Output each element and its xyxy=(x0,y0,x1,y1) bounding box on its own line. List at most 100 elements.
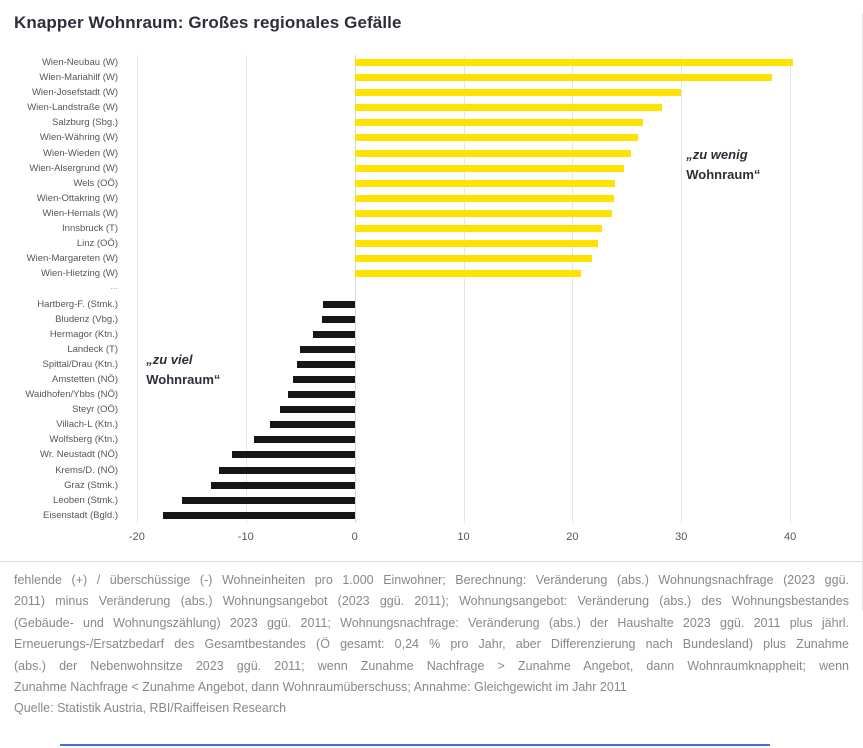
row-label: Graz (Stmk.) xyxy=(64,479,118,491)
bar-track xyxy=(126,221,801,236)
row-label: Amstetten (NÖ) xyxy=(52,373,118,385)
bar-track xyxy=(126,312,801,327)
x-tick-label: 10 xyxy=(457,530,470,543)
bar-track xyxy=(126,342,801,357)
footnote: fehlende (+) / überschüssige (-) Wohnein… xyxy=(14,570,849,698)
bar-track xyxy=(126,206,801,221)
gridline xyxy=(463,55,465,523)
footnote-line: Zunahme Nachfrage < Zunahme Angebot, dan… xyxy=(14,679,627,694)
footnote-line: fehlende (+) / überschüssige (-) Wohnein… xyxy=(14,572,849,587)
bar-track xyxy=(126,297,801,312)
bar-track xyxy=(126,55,801,70)
gridline xyxy=(790,55,792,523)
row-label: Wien-Landstraße (W) xyxy=(27,102,118,114)
source-line: Quelle: Statistik Austria, RBI/Raiffeise… xyxy=(14,701,287,716)
bar-track xyxy=(126,357,801,372)
row-label: Krems/D. (NÖ) xyxy=(55,464,118,476)
bar-positive xyxy=(354,59,794,66)
bar-negative xyxy=(163,511,355,519)
bar-track xyxy=(126,236,801,251)
annotation-too-much-housing: „zu viel Wohnraum“ xyxy=(146,350,220,390)
x-tick-label: 0 xyxy=(351,530,358,543)
bar-positive xyxy=(354,270,582,278)
bar-track xyxy=(126,447,801,462)
gridline xyxy=(136,55,138,523)
bar-negative xyxy=(269,421,355,429)
bar-negative xyxy=(288,391,355,399)
bar-negative xyxy=(279,406,355,414)
bar-negative xyxy=(292,375,355,383)
bar-track xyxy=(126,70,801,85)
footnote-line: Erneuerungs-/Ersatzbedarf des Gesamtbest… xyxy=(14,637,849,652)
row-label: Bludenz (Vbg.) xyxy=(55,313,118,325)
bar-track xyxy=(126,100,801,115)
bar-positive xyxy=(354,74,772,82)
bar-positive xyxy=(354,119,644,127)
bar-negative xyxy=(313,330,355,338)
chart-panel: Knapper Wohnraum: Großes regionales Gefä… xyxy=(0,13,863,748)
bar-track xyxy=(126,176,801,191)
bar-track xyxy=(126,115,801,130)
bar-positive xyxy=(354,89,682,97)
bar-track xyxy=(126,387,801,402)
ellipsis-row-label: ... xyxy=(110,281,118,292)
plot-area: „zu wenig Wohnraum“ „zu viel Wohnraum“ xyxy=(126,55,801,523)
bar-track xyxy=(126,432,801,447)
row-label: Innsbruck (T) xyxy=(62,223,118,235)
bar-chart: Wien-Neubau (W) Wien-Mariahilf (W) Wien-Jo… xyxy=(14,55,849,523)
bar-track xyxy=(126,266,801,281)
bar-positive xyxy=(354,225,602,233)
bar-track xyxy=(126,191,801,206)
bar-track xyxy=(126,85,801,100)
zero-axis-line xyxy=(354,55,356,523)
row-label: Eisenstadt (Bgld.) xyxy=(43,509,118,521)
row-label: Hermagor (Ktn.) xyxy=(49,328,118,340)
row-label: Wien-Währing (W) xyxy=(39,132,118,144)
row-label: Leoben (Stmk.) xyxy=(53,494,118,506)
x-tick-label: -20 xyxy=(128,530,145,543)
bottom-accent-line xyxy=(60,744,770,746)
bar-negative xyxy=(210,481,355,489)
bar-track xyxy=(126,463,801,478)
row-label: Wien-Ottakring (W) xyxy=(36,192,118,204)
bar-track xyxy=(126,130,801,145)
row-label: Wien-Alsergrund (W) xyxy=(29,162,118,174)
bar-positive xyxy=(354,179,615,187)
x-tick-label: 20 xyxy=(566,530,579,543)
x-tick-label: -10 xyxy=(237,530,254,543)
row-label: Waidhofen/Ybbs (NÖ) xyxy=(25,389,118,401)
annotation-line: „zu wenig xyxy=(686,147,748,162)
row-label: Hartberg-F. (Stmk.) xyxy=(37,298,118,310)
row-label: Spittal/Drau (Ktn.) xyxy=(42,358,119,370)
row-label: Wien-Margareten (W) xyxy=(26,253,118,265)
bar-track xyxy=(126,251,801,266)
bar-negative xyxy=(218,466,355,474)
bar-positive xyxy=(354,164,624,172)
row-label: Wien-Hernals (W) xyxy=(42,207,118,219)
bar-track xyxy=(126,146,801,161)
row-label: Wien-Josefstadt (W) xyxy=(31,87,118,99)
bar-track xyxy=(126,508,801,523)
footnote-line: 2011) minus Veränderung (abs.) Wohnungsa… xyxy=(14,594,849,609)
row-label: Salzburg (Sbg.) xyxy=(51,117,118,129)
bar-track xyxy=(126,161,801,176)
bar-negative xyxy=(300,345,355,353)
row-label: Wien-Hietzing (W) xyxy=(40,268,118,280)
bar-track xyxy=(126,417,801,432)
divider-line xyxy=(0,560,863,562)
row-label: Landeck (T) xyxy=(67,343,118,355)
bar-track xyxy=(126,493,801,508)
row-label: Wr. Neustadt (NÖ) xyxy=(40,449,118,461)
bar-negative xyxy=(296,360,355,368)
row-label: Steyr (OÖ) xyxy=(72,404,118,416)
bar-positive xyxy=(354,134,638,142)
bar-negative xyxy=(181,496,355,504)
footnote-line: (abs.) der Nebenwohnsitze 2023 ggü. 2011… xyxy=(14,658,849,673)
bar-track xyxy=(126,327,801,342)
row-label: Wolfsberg (Ktn.) xyxy=(49,434,118,446)
bar-negative xyxy=(231,451,355,459)
bar-positive xyxy=(354,240,599,248)
bar-track xyxy=(126,281,801,296)
row-label: Wien-Wieden (W) xyxy=(43,147,118,159)
gridline xyxy=(681,55,683,523)
